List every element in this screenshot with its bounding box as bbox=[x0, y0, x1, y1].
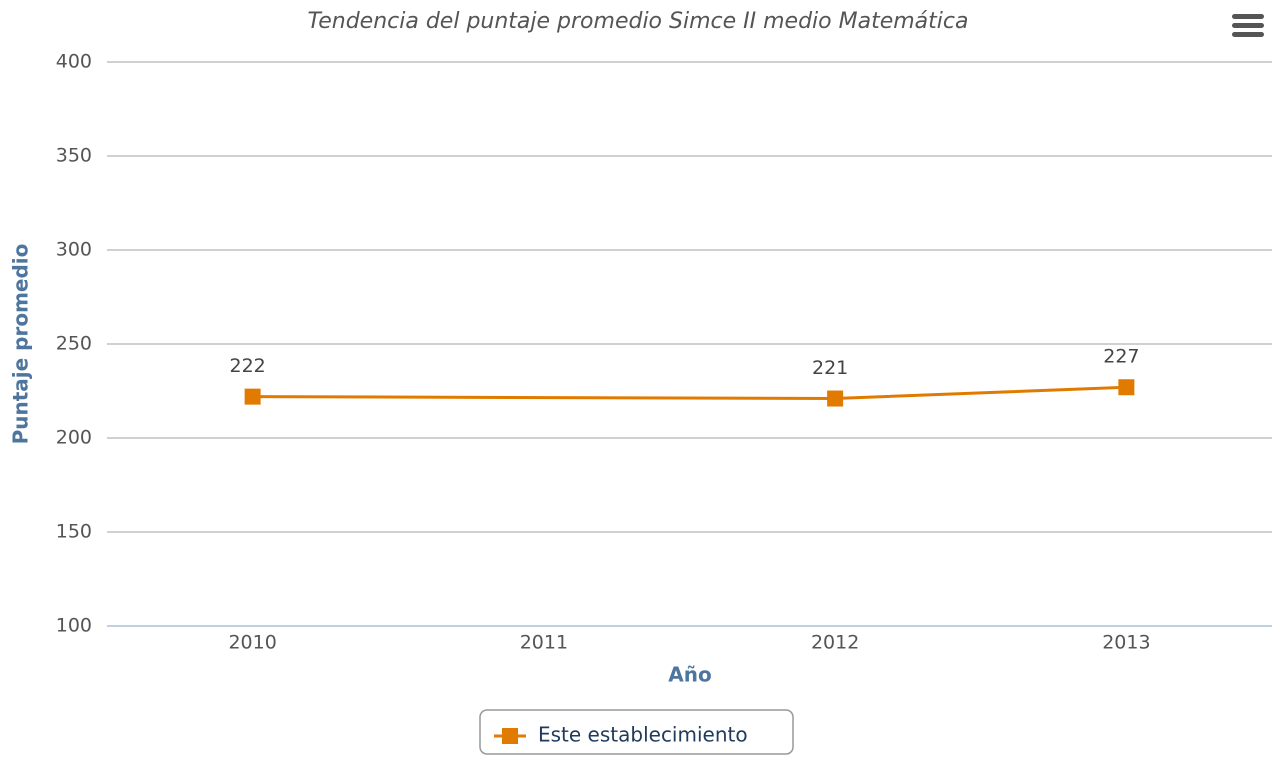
menu-button[interactable] bbox=[1232, 14, 1264, 37]
menu-bar bbox=[1232, 32, 1264, 37]
legend-box bbox=[479, 709, 794, 755]
y-tick-label: 400 bbox=[56, 51, 92, 73]
data-point bbox=[244, 388, 261, 405]
y-tick-label: 150 bbox=[56, 521, 92, 543]
y-tick-label: 250 bbox=[56, 333, 92, 355]
data-label: 221 bbox=[812, 357, 848, 379]
chart-title: Tendencia del puntaje promedio Simce II … bbox=[308, 9, 969, 34]
data-point bbox=[827, 390, 844, 407]
x-tick-label: 2013 bbox=[1102, 632, 1150, 654]
x-tick-label: 2010 bbox=[228, 632, 276, 654]
y-tick-label: 100 bbox=[56, 615, 92, 637]
legend-label: Este establecimiento bbox=[538, 723, 748, 747]
menu-bar bbox=[1232, 14, 1264, 19]
y-tick-label: 350 bbox=[56, 145, 92, 167]
x-tick-label: 2012 bbox=[811, 632, 859, 654]
x-axis-label: Año bbox=[668, 663, 711, 687]
data-label: 222 bbox=[229, 355, 265, 377]
y-tick-label: 300 bbox=[56, 239, 92, 261]
y-tick-label: 200 bbox=[56, 427, 92, 449]
menu-bar bbox=[1232, 23, 1264, 28]
data-point bbox=[1118, 379, 1135, 396]
data-label: 227 bbox=[1103, 346, 1139, 368]
y-axis-label: Puntaje promedio bbox=[9, 244, 33, 445]
legend-marker bbox=[502, 728, 518, 744]
series-line bbox=[252, 385, 1127, 401]
x-tick-label: 2011 bbox=[520, 632, 568, 654]
